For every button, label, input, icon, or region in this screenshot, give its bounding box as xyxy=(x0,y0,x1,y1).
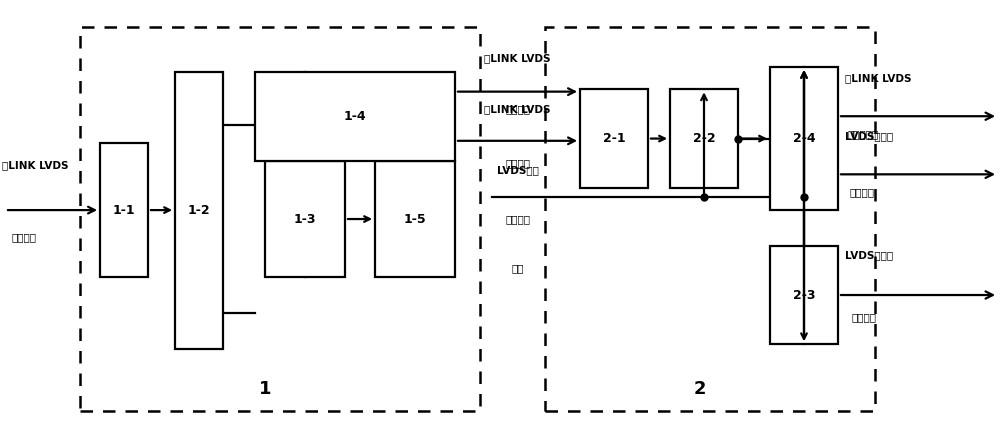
Text: 像素时钟: 像素时钟 xyxy=(505,158,530,168)
Bar xyxy=(770,67,838,210)
Text: 1-3: 1-3 xyxy=(294,212,316,226)
Bar xyxy=(255,72,455,161)
Text: 解调数据: 解调数据 xyxy=(505,105,530,114)
Bar xyxy=(265,161,345,277)
Bar xyxy=(770,246,838,344)
Text: 2-4: 2-4 xyxy=(793,132,815,145)
Bar xyxy=(545,27,875,411)
Bar xyxy=(375,161,455,277)
Text: 四LINK LVDS: 四LINK LVDS xyxy=(484,105,551,114)
Text: LVDS视频源: LVDS视频源 xyxy=(845,131,893,141)
Text: 1-2: 1-2 xyxy=(188,203,210,217)
Text: 四LINK LVDS: 四LINK LVDS xyxy=(2,160,68,170)
Bar xyxy=(175,72,223,349)
Text: 四LINK LVDS: 四LINK LVDS xyxy=(845,73,912,83)
Text: 像素时钟: 像素时钟 xyxy=(850,187,875,197)
Text: 四LINK LVDS: 四LINK LVDS xyxy=(484,53,551,63)
Bar xyxy=(670,89,738,188)
Text: 2-3: 2-3 xyxy=(793,288,815,302)
Bar xyxy=(100,143,148,277)
Text: 同步信号: 同步信号 xyxy=(852,312,877,322)
Text: LVDS视频: LVDS视频 xyxy=(497,165,538,175)
Text: 1-5: 1-5 xyxy=(404,212,426,226)
Text: 解码控制: 解码控制 xyxy=(505,214,530,224)
Text: 信号: 信号 xyxy=(511,263,524,273)
Bar xyxy=(80,27,480,411)
Text: 视频信号: 视频信号 xyxy=(12,232,37,242)
Text: 2-2: 2-2 xyxy=(693,132,715,145)
Text: 2: 2 xyxy=(694,380,706,398)
Text: 1-1: 1-1 xyxy=(113,203,135,217)
Text: 2-1: 2-1 xyxy=(603,132,625,145)
Text: 1-4: 1-4 xyxy=(344,110,366,123)
Text: 1: 1 xyxy=(259,380,271,398)
Bar xyxy=(580,89,648,188)
Text: LVDS视频源: LVDS视频源 xyxy=(845,250,893,260)
Text: 视频源数据: 视频源数据 xyxy=(848,129,879,139)
